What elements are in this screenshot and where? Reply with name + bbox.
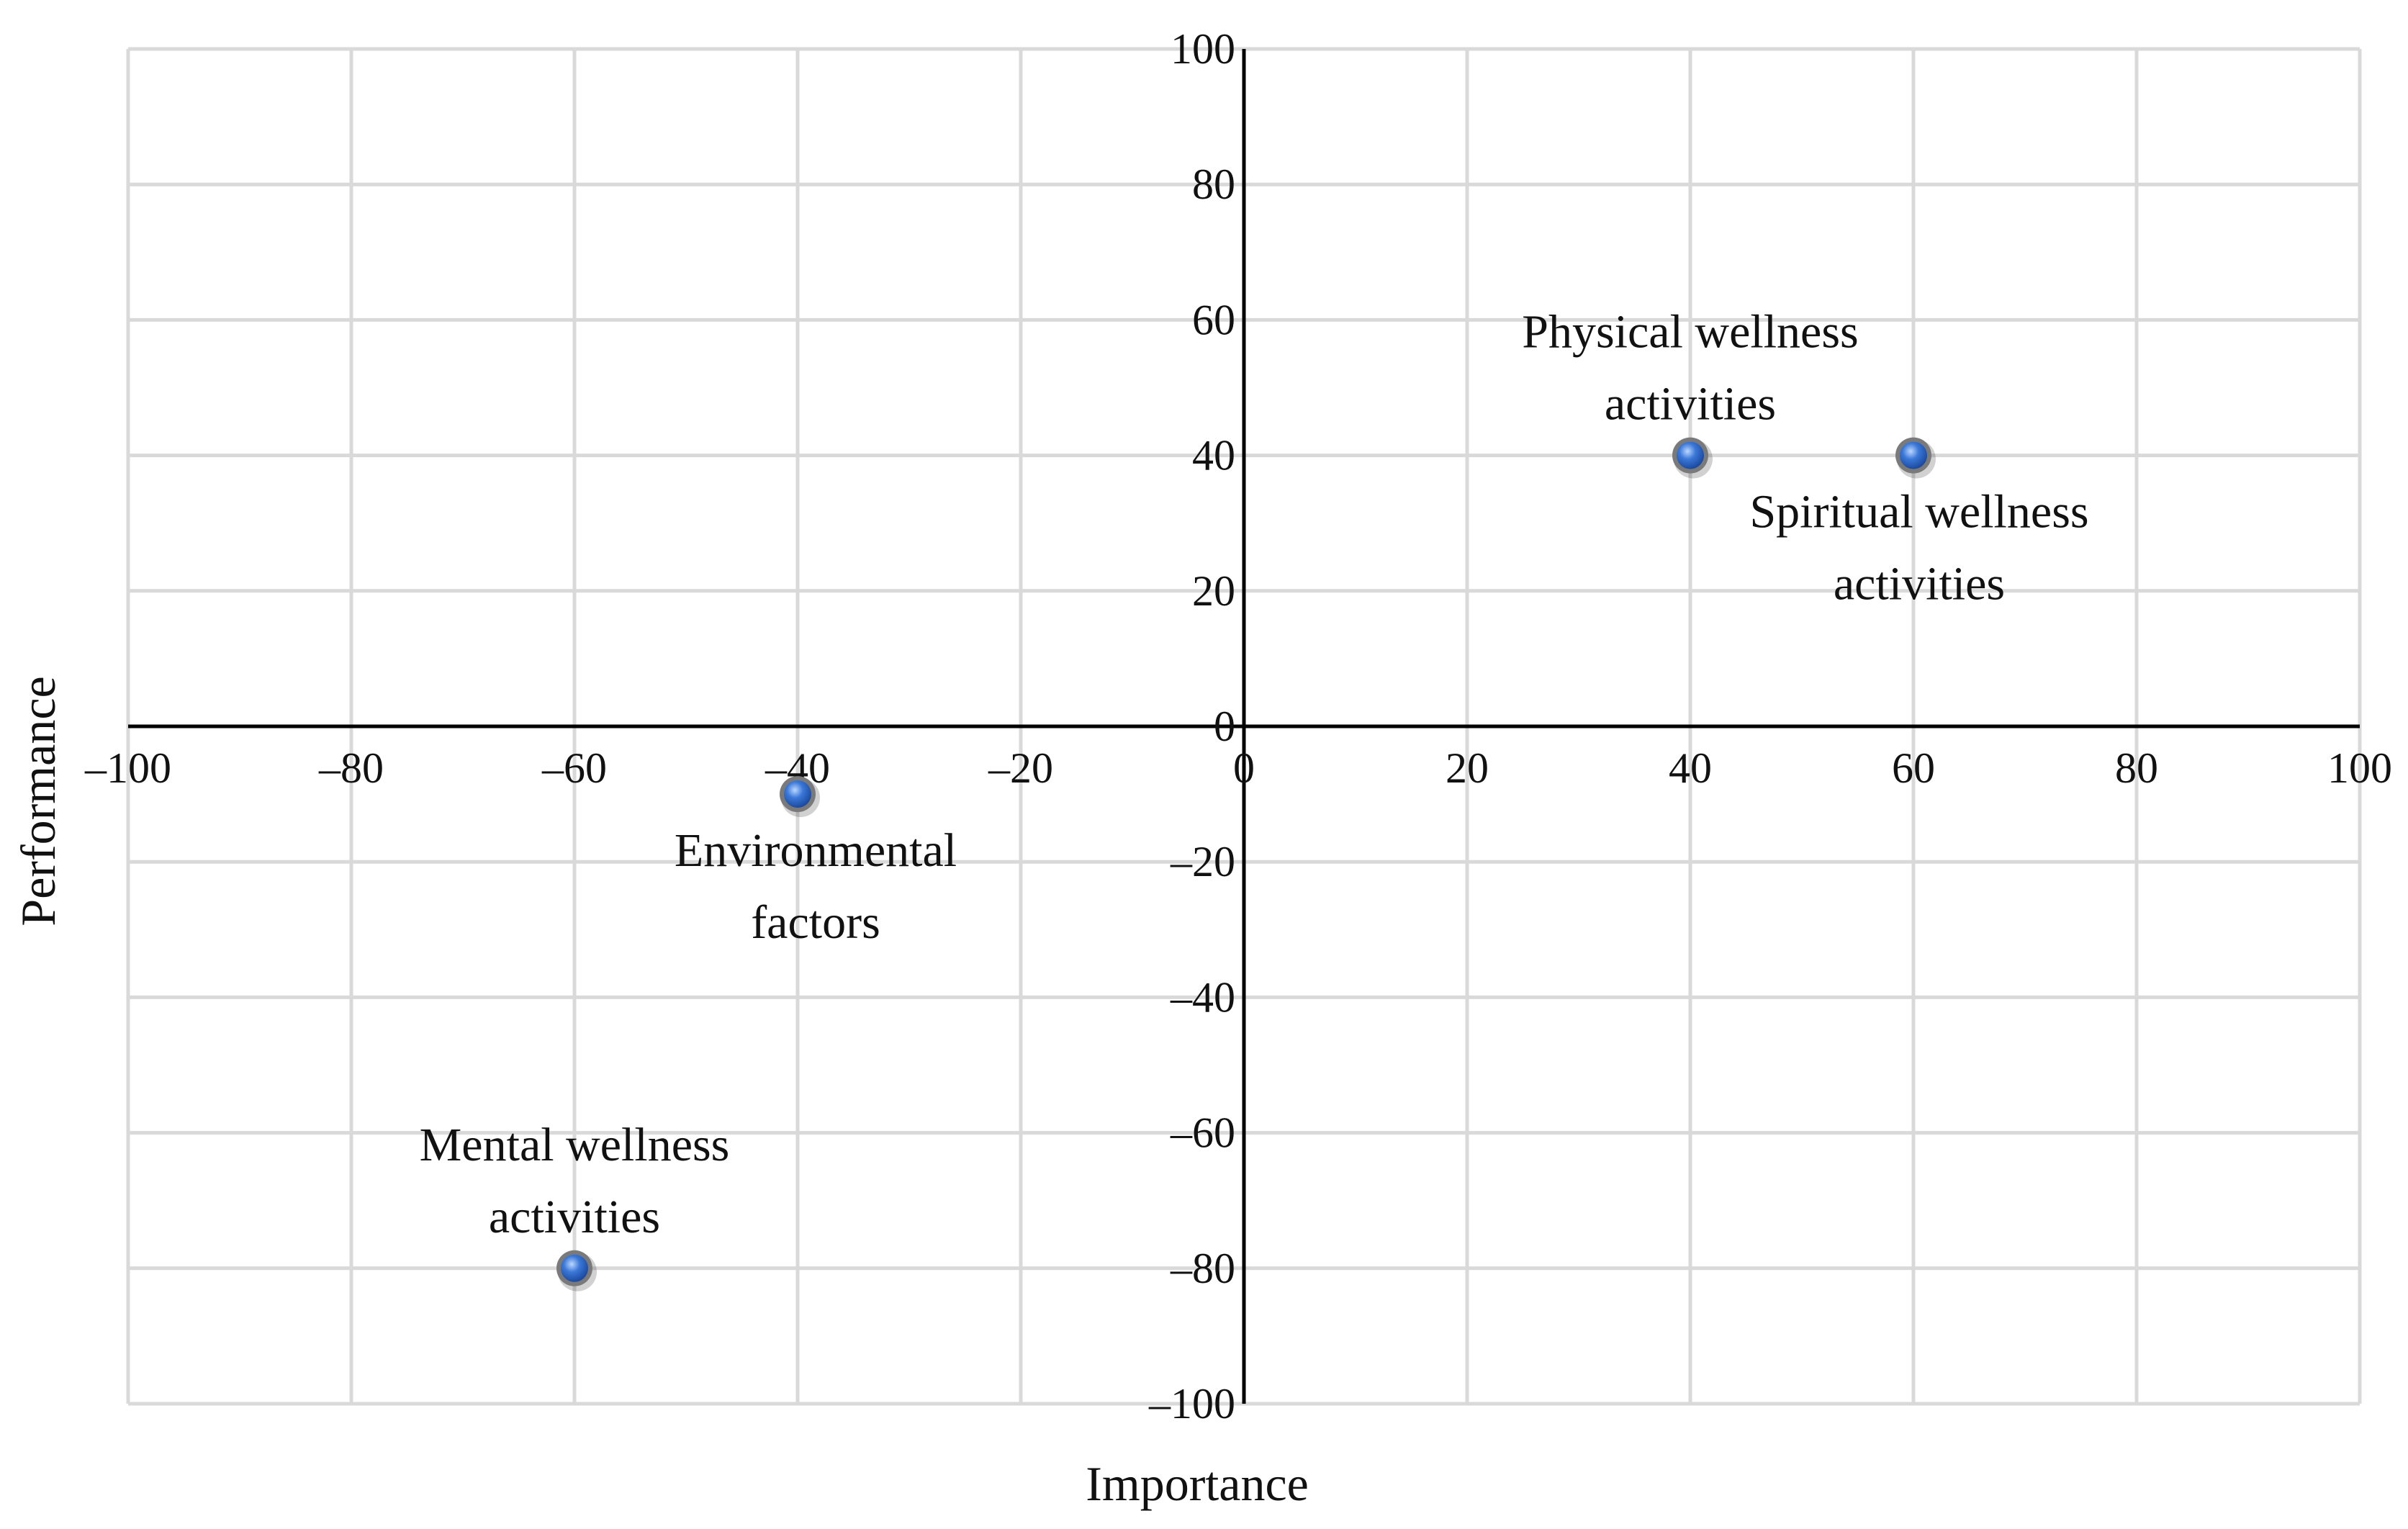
data-points (556, 437, 1936, 1291)
point-label: activities (1605, 378, 1776, 430)
x-tick-label: 20 (1446, 744, 1489, 792)
y-tick-label: 0 (1214, 703, 1235, 750)
data-point (561, 1254, 588, 1282)
x-tick-label: –80 (318, 744, 384, 792)
data-point (1677, 441, 1704, 469)
y-axis-title: Performance (11, 676, 66, 926)
x-tick-label: –100 (84, 744, 171, 792)
y-tick-label: –80 (1170, 1245, 1235, 1292)
x-tick-label: 0 (1233, 744, 1255, 792)
point-label: Environmental (675, 824, 957, 877)
point-label: Mental wellness (420, 1119, 730, 1171)
point-label: activities (1834, 558, 2005, 610)
y-tick-label: 40 (1192, 432, 1235, 479)
axes (128, 49, 2360, 1404)
y-tick-label: 20 (1192, 567, 1235, 615)
point-label: Spiritual wellness (1749, 486, 2088, 538)
x-axis-title: Importance (1086, 1456, 1309, 1511)
y-tick-label: 60 (1192, 296, 1235, 343)
point-label: factors (751, 896, 880, 949)
tick-labels: –100 –80 –60 –40 –20 0 20 40 60 80 100–100–80–60–4… (84, 25, 2392, 1427)
y-tick-label: –20 (1170, 838, 1235, 885)
y-tick-label: –100 (1148, 1380, 1235, 1427)
x-tick-label: 40 (1669, 744, 1712, 792)
y-tick-label: –40 (1170, 973, 1235, 1021)
x-tick-label: –20 (988, 744, 1053, 792)
y-tick-label: –60 (1170, 1109, 1235, 1157)
data-point (1900, 441, 1927, 469)
y-tick-label: 80 (1192, 161, 1235, 208)
point-labels: Physical wellness activities Spiritual wel… (420, 306, 2089, 1243)
x-tick-label: 80 (2115, 744, 2158, 792)
x-tick-label: 60 (1892, 744, 1935, 792)
point-label: activities (489, 1191, 660, 1243)
y-tick-label: 100 (1171, 25, 1235, 73)
data-point (784, 780, 811, 808)
point-label: Physical wellness (1522, 306, 1858, 358)
x-tick-label: –60 (541, 744, 607, 792)
x-tick-label: 100 (2327, 744, 2392, 792)
